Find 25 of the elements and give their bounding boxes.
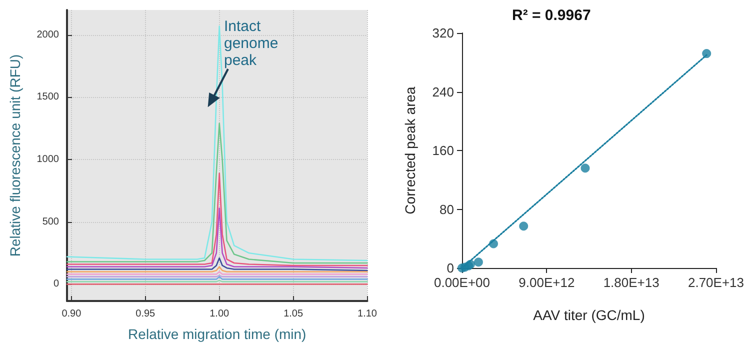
x-tick-label: 1.10 [358,308,378,320]
annotation: Intact genome peak [224,18,282,69]
text: R² = 0.9967 [512,7,591,24]
y-tick-label: 160 [432,143,454,158]
x-tick-label: 0.00E+00 [434,275,490,290]
y-tick-label: 500 [42,216,60,228]
y-tick-label: 80 [440,202,454,217]
y-tick-label: 1500 [36,92,60,103]
y-tick-label: 0 [446,260,454,276]
x-axis-title: AAV titer (GC/mL) [533,307,645,323]
x-tick-label: 1.00 [210,308,230,320]
x-tick-label: 9.00E+12 [518,275,575,290]
x-tick-label: 1.80E+13 [603,275,660,290]
y-axis-title: Relative fluorescence unit (RFU) [7,54,23,257]
x-tick-label: 1.05 [284,308,304,320]
y-tick-label: 2000 [36,29,60,40]
y-tick-label: 320 [432,26,454,40]
y-axis-title: Corrected peak area [402,86,418,214]
x-tick-label: 2.70E+13 [688,275,744,290]
x-tick-label: 0.95 [136,308,156,320]
y-tick-label: 240 [432,84,454,100]
y-tick-label: 1000 [36,154,60,166]
x-tick-label: 0.90 [62,308,82,320]
x-axis-title: Relative migration time (min) [128,326,306,342]
y-tick-label: 0 [53,278,60,290]
